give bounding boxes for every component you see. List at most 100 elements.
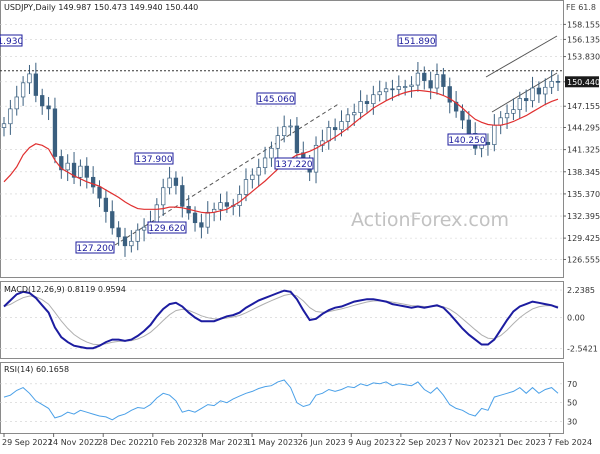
candle-body: [428, 80, 433, 89]
candle-body: [460, 110, 465, 121]
candle-body: [218, 202, 223, 210]
candle-body: [103, 197, 109, 212]
price-y-ticks: 158.155 156.135 153.830 150.440 147.155 144.2…: [563, 20, 600, 264]
candle-body: [84, 165, 89, 178]
candle-body: [377, 91, 382, 96]
macd-y-tick-label: -2.5421: [567, 345, 598, 354]
candle-body: [141, 226, 147, 231]
price-y-tick-label: 156.135: [567, 35, 600, 44]
annotation-140250: 140.250: [447, 133, 487, 146]
candle-body: [422, 72, 427, 81]
price-y-tick-label: 126.555: [567, 255, 600, 264]
annotation-151890: 151.890: [397, 34, 437, 47]
price-y-tick-label: 129.425: [567, 234, 600, 243]
candle-body: [511, 109, 516, 114]
price-y-tick-label: 153.830: [567, 53, 600, 62]
candle-body: [192, 212, 198, 224]
rsi-y-ticks: 70 50 30: [567, 380, 577, 427]
x-tick-label: 28 Mar 2023: [197, 438, 248, 447]
price-y-tick-label: 132.395: [567, 212, 600, 221]
candle-body: [237, 194, 242, 206]
channel-upper-line: [485, 35, 558, 78]
price-tag-bg: [565, 76, 599, 88]
candle-body: [199, 222, 204, 228]
rsi-panel-frame: [0, 362, 564, 434]
candle-body: [364, 101, 370, 105]
candle-body: [78, 165, 83, 178]
candle-body: [173, 177, 179, 186]
candle-body: [1, 123, 7, 128]
x-tick-label: 26 Jun 2023: [298, 438, 346, 447]
candle-body: [390, 88, 395, 91]
candle-body: [288, 125, 293, 128]
candle-body: [40, 95, 45, 107]
x-tick-label: 14 Nov 2022: [48, 438, 99, 447]
macd-line: [3, 289, 559, 350]
candle-body: [409, 84, 414, 87]
candle-body: [161, 187, 166, 206]
rsi-header: RSI(14) 60.1658: [4, 365, 69, 374]
candle-body: [224, 202, 230, 207]
annotation-137900: 137.900: [134, 152, 174, 165]
candles: [1, 62, 561, 257]
candle-body: [46, 105, 51, 110]
price-grid: [0, 24, 563, 260]
candle-body: [269, 147, 274, 159]
candle-body: [33, 73, 38, 96]
candle-body: [543, 86, 548, 95]
candle-body: [352, 112, 357, 116]
candle-body: [59, 156, 64, 171]
candle-body: [326, 127, 331, 142]
candle-body: [466, 119, 472, 134]
candle-body: [492, 124, 497, 145]
candle-body: [504, 112, 510, 119]
candle-body: [110, 211, 115, 229]
macd-signal-line: [3, 293, 559, 346]
candle-body: [282, 126, 287, 137]
candle-body: [180, 185, 185, 207]
annotation-text: 151.930: [0, 37, 23, 47]
price-header: USDJPY,Daily 149.987 150.473 149.940 150…: [4, 3, 198, 12]
candle-body: [20, 82, 26, 98]
annotation-text: 140.250: [448, 136, 485, 146]
candle-body: [275, 135, 280, 149]
x-tick-label: 9 Aug 2023: [348, 438, 394, 447]
macd-y-tick-label: 0.00: [567, 314, 585, 323]
x-tick-label: 29 Sep 2022: [2, 438, 53, 447]
x-tick-label: 10 Feb 2023: [148, 438, 198, 447]
x-tick-label: 22 Sep 2023: [396, 438, 447, 447]
candle-body: [332, 127, 338, 131]
candle-body: [262, 157, 268, 168]
candle-body: [396, 86, 401, 90]
candle-body: [339, 121, 344, 131]
x-tick-label: 21 Dec 2023: [495, 438, 546, 447]
annotation-text: 137.900: [135, 155, 172, 165]
macd-panel-frame: [0, 281, 564, 359]
price-y-tick-label: 138.345: [567, 168, 600, 177]
candle-body: [530, 87, 535, 102]
candle-body: [205, 211, 210, 228]
candle-body: [250, 174, 255, 180]
macd-lines: [3, 289, 559, 350]
candle-body: [345, 114, 351, 122]
candle-body: [97, 186, 102, 199]
price-y-tick-label: 144.295: [567, 124, 600, 133]
candle-body: [71, 162, 77, 178]
rising-trendline: [114, 102, 341, 246]
rsi-y-tick-label: 50: [567, 399, 577, 408]
price-tag-label: 150.440: [567, 78, 600, 87]
price-y-tick-label: 147.155: [567, 102, 600, 111]
candle-body: [383, 88, 389, 93]
annotation-129620: 129.620: [147, 221, 187, 234]
candle-body: [8, 108, 13, 125]
macd-y-ticks: 2.2385 0.00 -2.5421: [567, 286, 598, 354]
candle-body: [294, 125, 300, 154]
candle-body: [116, 227, 121, 238]
candle-body: [555, 80, 561, 83]
candle-body: [313, 144, 319, 173]
channel-lower-line: [491, 72, 558, 113]
candle-body: [129, 240, 134, 247]
annotation-137220: 137.220: [274, 157, 314, 170]
candle-body: [549, 80, 554, 88]
